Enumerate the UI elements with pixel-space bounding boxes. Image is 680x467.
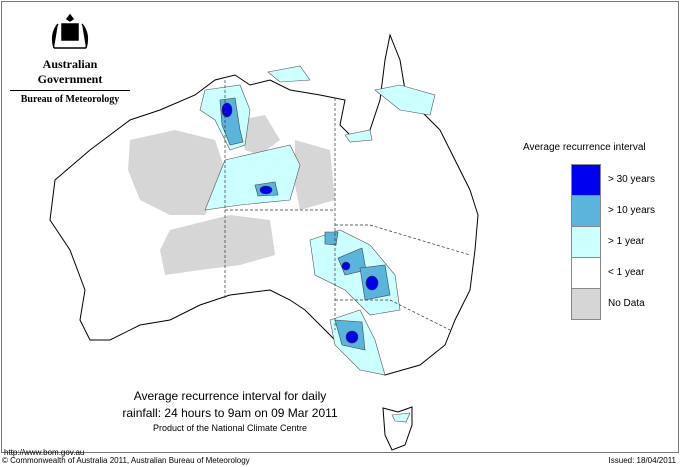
no-data-regions (128, 115, 335, 275)
bom-url-link[interactable]: http://www.bom.gov.au (4, 448, 85, 457)
caption-line-3: Product of the National Climate Centre (152, 423, 308, 433)
legend-item-no-data: No Data (571, 289, 645, 320)
state-borders (224, 80, 471, 331)
legend-item-under-1-year: < 1 year (571, 258, 644, 289)
caption-line-1: Average recurrence interval for daily (133, 389, 327, 403)
legend-item-10-years: > 10 years (571, 196, 655, 227)
caption-line-2: rainfall: 24 hours to 9am on 09 Mar 2011 (122, 406, 338, 420)
legend-title: Average recurrence interval (523, 142, 646, 153)
government-logo: Australian Government Bureau of Meteorol… (10, 12, 130, 105)
bureau-title: Bureau of Meteorology (10, 90, 130, 105)
government-title: Australian Government (37, 57, 103, 86)
map-frame (1, 1, 679, 453)
recurrence-over-30-years (221, 102, 379, 344)
legend-item-1-year: > 1 year (571, 227, 644, 258)
issued-date: Issued: 18/04/2011 (608, 456, 676, 465)
coat-of-arms-icon (51, 13, 89, 49)
tasmania-rain (391, 412, 411, 423)
legend-item-30-years: > 30 years (571, 164, 655, 196)
legend: > 30 years > 10 years > 1 year < 1 year … (571, 164, 655, 320)
copyright: © Commonwealth of Australia 2011, Austra… (2, 456, 250, 465)
